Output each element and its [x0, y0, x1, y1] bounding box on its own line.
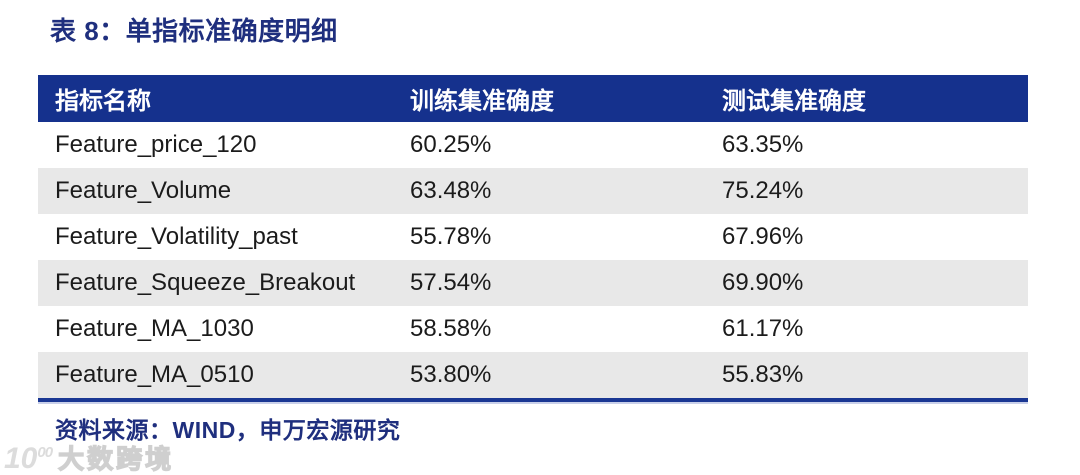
column-header-train-accuracy: 训练集准确度	[410, 88, 554, 115]
cell-train-accuracy: 63.48%	[410, 177, 492, 204]
cell-indicator-name: Feature_Squeeze_Breakout	[55, 269, 356, 296]
table-header-row: 指标名称 训练集准确度 测试集准确度	[38, 75, 1028, 122]
cell-train-accuracy: 60.25%	[410, 131, 492, 158]
watermark-text: 大数跨境	[57, 444, 175, 475]
cell-indicator-name: Feature_price_120	[55, 131, 257, 158]
table-row: Feature_Squeeze_Breakout 57.54% 69.90%	[38, 260, 1028, 306]
column-header-test-accuracy: 测试集准确度	[722, 88, 866, 115]
cell-test-accuracy: 55.83%	[722, 361, 804, 388]
cell-train-accuracy: 57.54%	[410, 269, 492, 296]
cell-train-accuracy: 53.80%	[410, 361, 492, 388]
cell-test-accuracy: 75.24%	[722, 177, 804, 204]
cell-indicator-name: Feature_Volume	[55, 177, 232, 204]
cell-train-accuracy: 55.78%	[410, 223, 492, 250]
dashukuajing-logo-icon: 1000	[4, 442, 53, 475]
table-row: Feature_MA_0510 53.80% 55.83%	[38, 352, 1028, 398]
cell-indicator-name: Feature_MA_0510	[55, 361, 254, 388]
table-row: Feature_price_120 60.25% 63.35%	[38, 122, 1028, 168]
table-row: Feature_MA_1030 58.58% 61.17%	[38, 306, 1028, 352]
cell-indicator-name: Feature_MA_1030	[55, 315, 254, 342]
cell-test-accuracy: 63.35%	[722, 131, 804, 158]
column-header-indicator-name: 指标名称	[55, 88, 151, 115]
cell-indicator-name: Feature_Volatility_past	[55, 223, 298, 250]
source-note: 资料来源：WIND，申万宏源研究	[55, 417, 401, 443]
cell-test-accuracy: 67.96%	[722, 223, 804, 250]
accuracy-table: 指标名称 训练集准确度 测试集准确度 Feature_price_120 60.…	[38, 75, 1028, 402]
watermark: 1000 大数跨境	[4, 442, 175, 475]
page-title: 表 8：单指标准确度明细	[50, 16, 338, 46]
cell-test-accuracy: 69.90%	[722, 269, 804, 296]
cell-train-accuracy: 58.58%	[410, 315, 492, 342]
table-row: Feature_Volatility_past 55.78% 67.96%	[38, 214, 1028, 260]
cell-test-accuracy: 61.17%	[722, 315, 804, 342]
table-row: Feature_Volume 63.48% 75.24%	[38, 168, 1028, 214]
